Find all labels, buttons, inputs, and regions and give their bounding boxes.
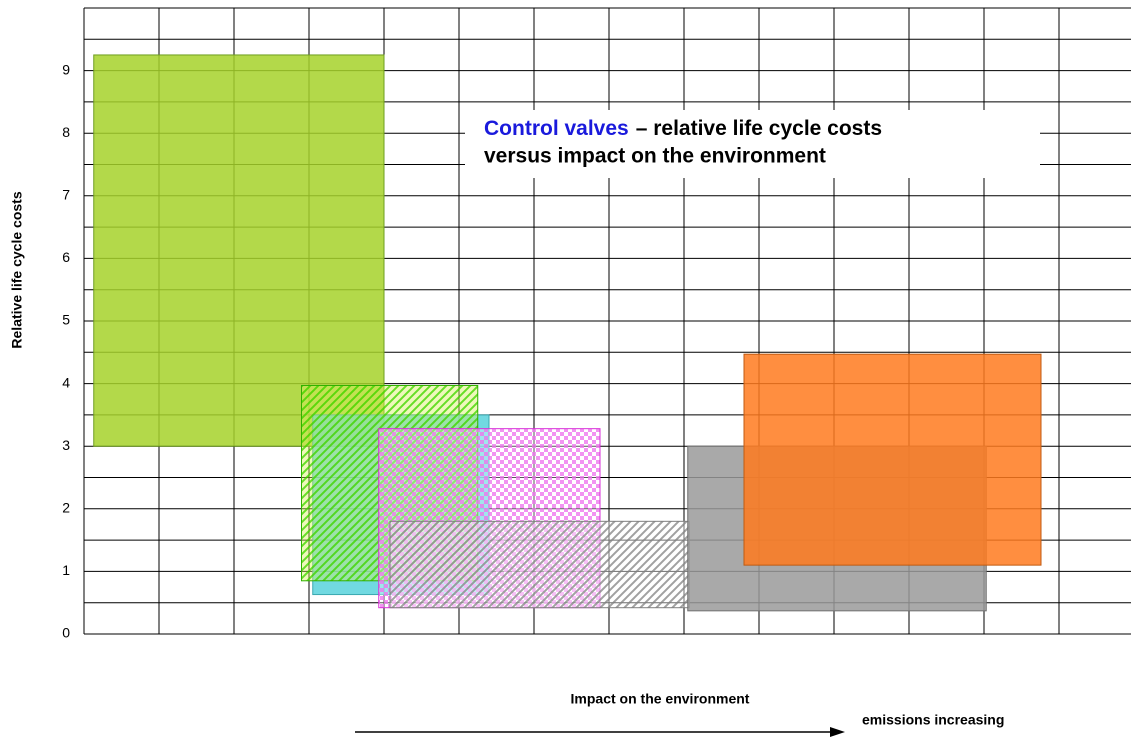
y-tick-label: 1 — [62, 562, 70, 578]
title-rest: – relative life cycle costs — [636, 117, 882, 140]
y-tick-label: 6 — [62, 249, 70, 265]
y-tick-label: 8 — [62, 124, 70, 140]
y-tick-label: 4 — [62, 374, 70, 390]
range-box — [743, 353, 1042, 566]
y-tick-label: 3 — [62, 437, 70, 453]
chart-title: Control valves – relative life cycle cost… — [484, 117, 882, 140]
chart-title-line2: versus impact on the environment — [484, 145, 826, 168]
arrow-head — [830, 727, 845, 737]
y-tick-label: 0 — [62, 625, 70, 641]
y-axis-label: Relative life cycle costs — [9, 191, 25, 348]
y-tick-label: 5 — [62, 312, 70, 328]
y-tick-label: 9 — [62, 61, 70, 77]
y-tick-label: 2 — [62, 500, 70, 516]
x-axis-label: Impact on the environment — [571, 691, 750, 707]
range-box — [389, 520, 690, 609]
boxes — [93, 54, 1042, 612]
arrow-label: emissions increasing — [862, 712, 1004, 728]
title-box — [465, 110, 1040, 178]
y-tick-label: 7 — [62, 187, 70, 203]
range-box — [93, 54, 385, 447]
title-highlight: Control valves — [484, 117, 629, 140]
